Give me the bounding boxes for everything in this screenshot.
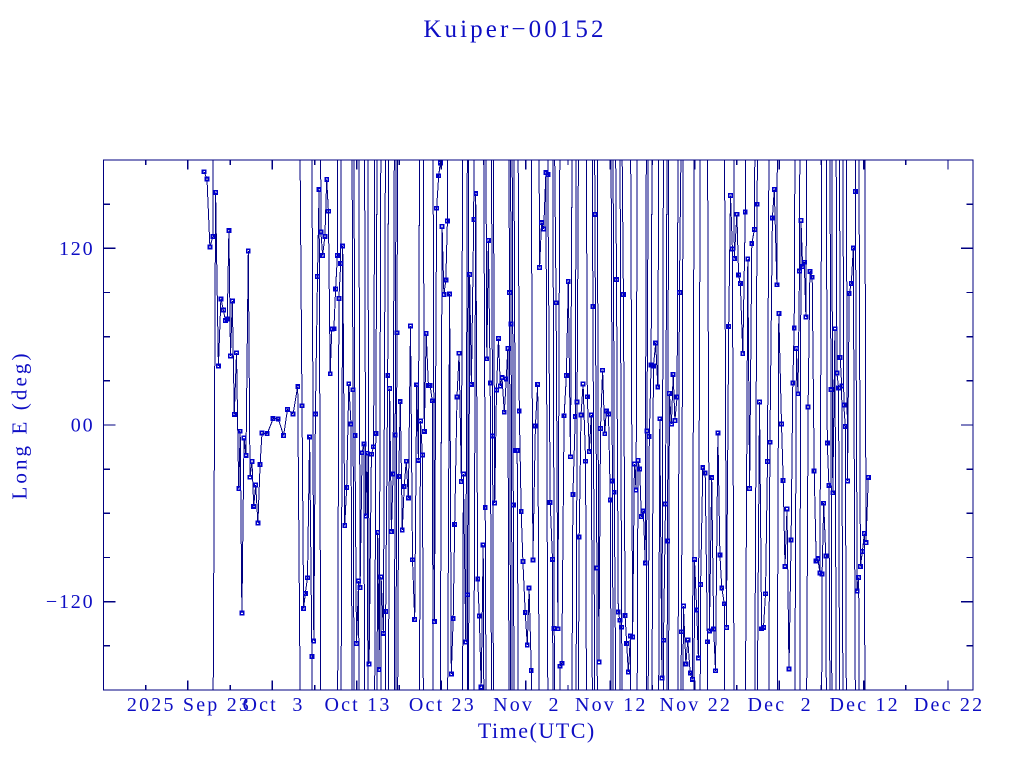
svg-text:Dec 22: Dec 22 bbox=[914, 694, 984, 716]
svg-text:Dec 12: Dec 12 bbox=[829, 694, 899, 716]
svg-text:Kuiper−00152: Kuiper−00152 bbox=[423, 16, 606, 43]
svg-text:120: 120 bbox=[59, 238, 94, 260]
svg-text:00: 00 bbox=[71, 415, 95, 437]
svg-text:Oct 13: Oct 13 bbox=[324, 694, 391, 716]
svg-text:Nov 12: Nov 12 bbox=[575, 694, 648, 716]
svg-text:Nov 22: Nov 22 bbox=[659, 694, 732, 716]
svg-text:−120: −120 bbox=[46, 591, 94, 613]
svg-text:Nov 2: Nov 2 bbox=[493, 694, 561, 716]
svg-text:2025 Sep 23: 2025 Sep 23 bbox=[127, 694, 251, 716]
svg-text:Time(UTC): Time(UTC) bbox=[478, 718, 596, 743]
svg-text:Dec 2: Dec 2 bbox=[747, 694, 812, 716]
svg-text:Oct 23: Oct 23 bbox=[409, 694, 476, 716]
svg-text:Long E (deg): Long E (deg) bbox=[8, 350, 32, 499]
svg-text:Oct 3: Oct 3 bbox=[242, 694, 304, 716]
